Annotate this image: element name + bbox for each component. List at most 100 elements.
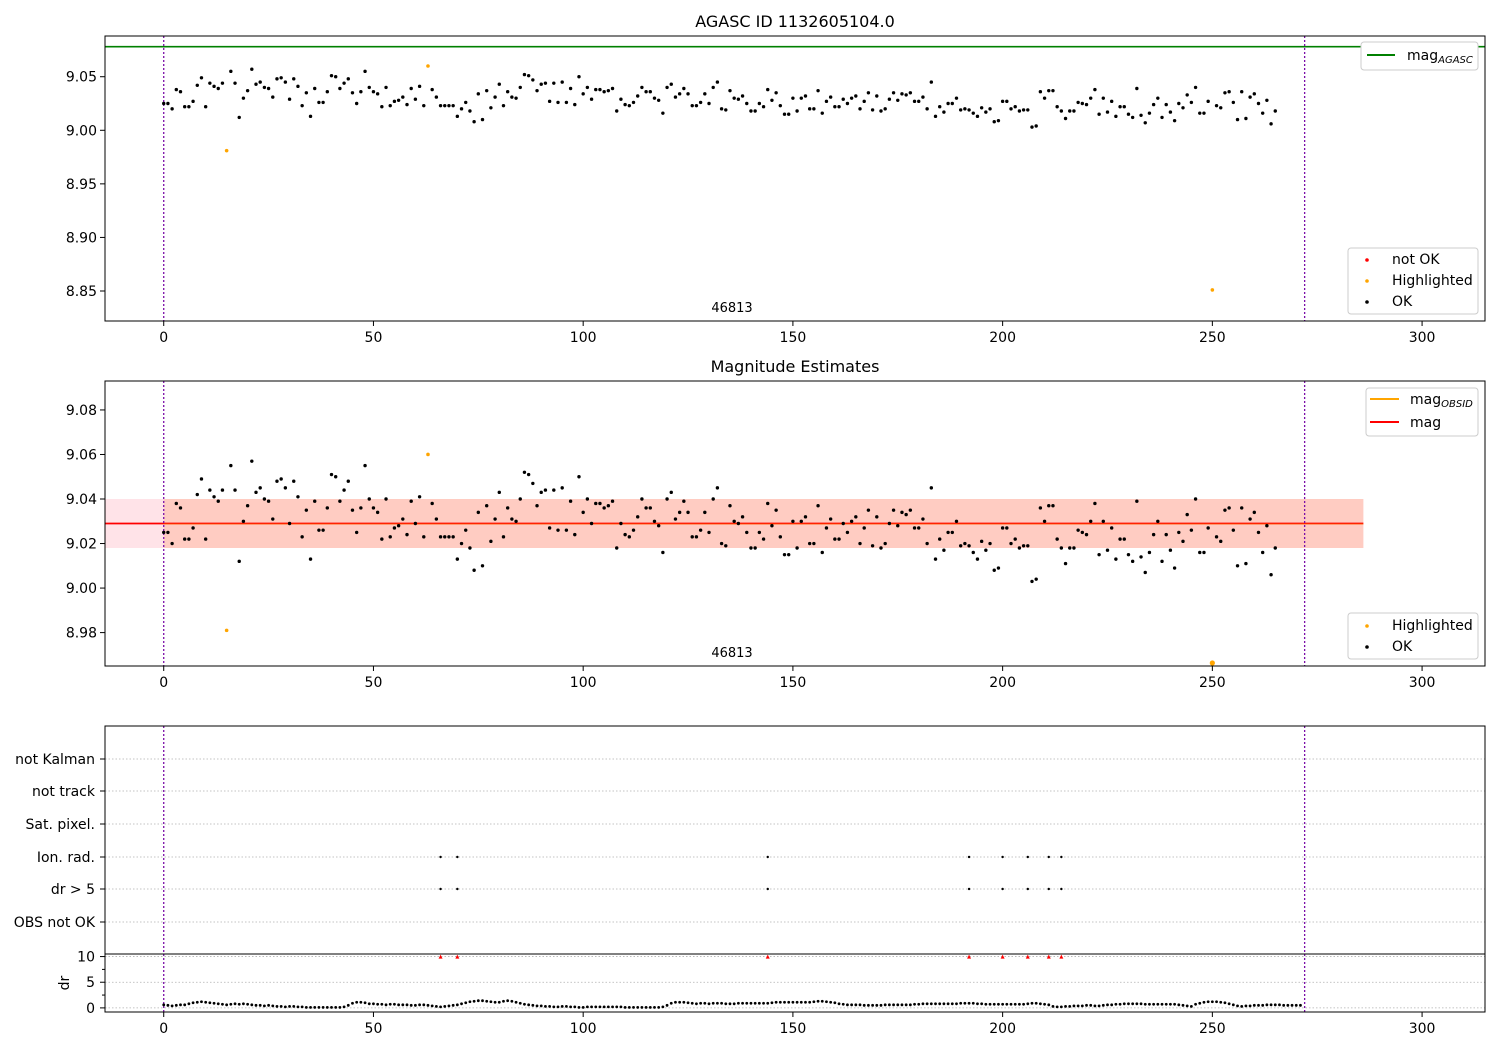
agasc-ok-point	[275, 77, 279, 81]
dr-point	[472, 999, 476, 1003]
magnitude-ok-point	[187, 537, 191, 541]
dr-point	[1085, 1003, 1088, 1007]
dr-point	[409, 1003, 413, 1007]
magnitude-xtick-label-50: 50	[365, 675, 383, 691]
agasc-ok-point	[1219, 106, 1223, 110]
agasc-ok-point	[698, 100, 703, 105]
dr-point	[1248, 1004, 1252, 1008]
agasc-ok-point	[1080, 101, 1085, 106]
magnitude-ok-point	[849, 519, 854, 523]
dr-point	[703, 1001, 707, 1005]
dr-point	[1240, 1004, 1244, 1008]
agasc-ok-point	[921, 95, 925, 99]
dr-point	[1219, 1000, 1223, 1004]
agasc-ok-point	[380, 105, 384, 109]
dr-point	[1156, 1002, 1160, 1006]
agasc-ok-point	[669, 82, 673, 86]
magnitude-ok-point	[845, 530, 850, 535]
dr-point	[187, 1002, 191, 1006]
agasc-ok-point	[208, 81, 212, 85]
flag-point	[766, 887, 769, 891]
magnitude-ok-point	[698, 528, 703, 532]
dr-point	[1127, 1002, 1130, 1006]
dr-point	[1177, 1003, 1181, 1007]
dr-point	[929, 1002, 933, 1006]
agasc-ok-point	[904, 93, 908, 97]
agasc-ok-point	[971, 111, 975, 115]
agasc-ok-point	[908, 91, 913, 95]
agasc-ok-point	[824, 99, 829, 104]
dr-point	[678, 1000, 682, 1004]
dr-point	[992, 1002, 996, 1006]
dr-point	[1055, 1005, 1059, 1009]
agasc-ok-point	[237, 115, 241, 120]
magnitude-ok-point	[1009, 541, 1013, 546]
dr-point	[292, 1004, 296, 1008]
dr-point	[892, 1003, 895, 1007]
agasc-ok-point	[472, 120, 476, 124]
magnitude-ok-point	[690, 535, 694, 539]
magnitude-ok-point	[1101, 519, 1105, 523]
dr-point	[1110, 1003, 1114, 1007]
agasc-ok-point	[929, 80, 934, 84]
magnitude-ok-point	[711, 497, 715, 501]
agasc-ok-point	[631, 100, 636, 105]
dr-point	[787, 1000, 791, 1004]
magnitude-ok-point	[921, 517, 925, 521]
dr-point	[711, 1001, 715, 1005]
dr-point	[879, 1003, 883, 1007]
agasc-ok-point	[619, 97, 623, 101]
dr-point	[686, 1001, 690, 1005]
agasc-xtick-label-100: 100	[570, 330, 597, 346]
magnitude-ok-point	[317, 528, 321, 532]
agasc-ok-point	[875, 94, 879, 98]
dr-point	[900, 1003, 904, 1007]
dr-point	[980, 1002, 984, 1006]
magnitude-ok-point	[178, 506, 183, 510]
flag-point	[1060, 855, 1063, 859]
magnitude-highlighted-point	[1209, 660, 1215, 666]
magnitude-ok-point	[820, 550, 824, 555]
agasc-ok-point	[1059, 109, 1064, 113]
mag-obsid-legend-label: magOBSID	[1410, 392, 1473, 410]
agasc-ok-point	[942, 110, 946, 114]
magnitude-ok-point	[447, 535, 451, 539]
dr-point	[262, 1004, 266, 1008]
magnitude-ok-point	[359, 506, 363, 510]
dr-point	[1135, 1002, 1139, 1006]
agasc-ok-point	[1147, 111, 1152, 115]
agasc-ok-point	[354, 101, 359, 106]
magnitude-ok-point	[493, 517, 497, 521]
dr-point	[833, 1001, 837, 1005]
agasc-ok-point	[807, 107, 812, 111]
flag-point	[456, 855, 459, 859]
dr-point	[627, 1005, 631, 1009]
agasc-ok-point	[917, 99, 921, 104]
agasc-panel-title: AGASC ID 1132605104.0	[695, 12, 895, 31]
magnitude-xtick-label-300: 300	[1409, 675, 1436, 691]
dr-point	[611, 1005, 614, 1009]
not-ok-legend-label: not OK	[1392, 252, 1440, 268]
magnitude-ytick-label-4: 9.06	[66, 447, 97, 463]
agasc-ok-point	[1223, 91, 1227, 95]
magnitude-ok-point	[1185, 512, 1189, 517]
dr-point	[682, 1000, 686, 1004]
dr-point	[439, 1005, 442, 1009]
dr-point	[523, 1002, 526, 1006]
ok-legend-marker-2	[1365, 645, 1369, 649]
magnitude-ok-point	[371, 506, 376, 510]
dr-point	[212, 1001, 216, 1005]
agasc-ok-point	[812, 107, 816, 111]
dr-point	[820, 999, 824, 1003]
agasc-ok-point	[820, 111, 824, 115]
dr-point	[325, 1005, 329, 1009]
dr-point	[720, 1001, 723, 1005]
dr-point	[422, 1003, 426, 1007]
agasc-ok-point	[476, 92, 481, 96]
agasc-ok-point	[464, 100, 468, 105]
agasc-ok-point	[417, 84, 422, 89]
magnitude-ytick-label-0: 8.98	[66, 626, 97, 642]
agasc-ok-point	[1256, 101, 1261, 106]
agasc-ok-point	[724, 108, 728, 112]
magnitude-ok-point	[1013, 537, 1017, 541]
